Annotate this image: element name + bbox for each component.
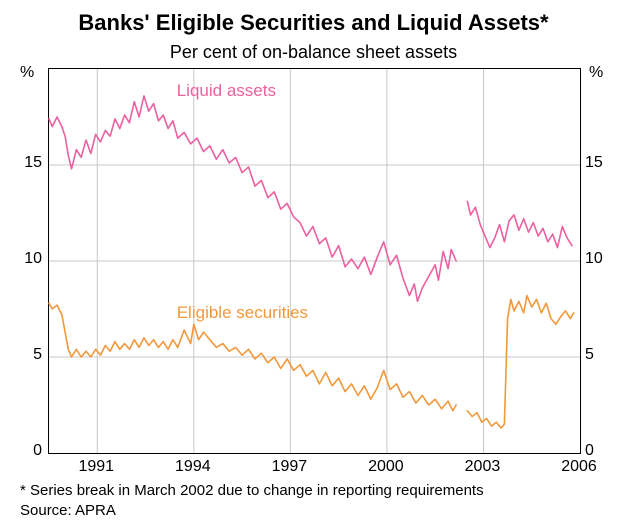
y-axis-label-left: %: [20, 64, 34, 82]
chart-title: Banks' Eligible Securities and Liquid As…: [0, 10, 627, 36]
series-label-eligible-securities: Eligible securities: [177, 303, 308, 323]
plot-area: [48, 68, 581, 454]
x-tick-label: 2003: [460, 458, 504, 476]
chart-container: Banks' Eligible Securities and Liquid As…: [0, 0, 627, 530]
chart-footnote: * Series break in March 2002 due to chan…: [20, 482, 484, 499]
y-tick-label-left: 15: [24, 154, 42, 172]
y-axis-label-right: %: [589, 64, 603, 82]
chart-subtitle: Per cent of on-balance sheet assets: [0, 42, 627, 63]
series-label-liquid-assets: Liquid assets: [177, 81, 276, 101]
y-tick-label-right: 10: [585, 250, 603, 268]
y-tick-label-left: 5: [33, 346, 42, 364]
x-tick-label: 2000: [364, 458, 408, 476]
y-tick-label-right: 15: [585, 154, 603, 172]
y-tick-label-left: 10: [24, 250, 42, 268]
x-tick-label: 1997: [267, 458, 311, 476]
chart-source: Source: APRA: [20, 502, 116, 519]
x-tick-label: 2006: [557, 458, 601, 476]
x-tick-label: 1994: [171, 458, 215, 476]
plot-svg: [49, 69, 580, 453]
x-tick-label: 1991: [74, 458, 118, 476]
series-line-liquid-assets: [49, 96, 456, 301]
y-tick-label-right: 5: [585, 346, 594, 364]
y-tick-label-left: 0: [33, 442, 42, 460]
